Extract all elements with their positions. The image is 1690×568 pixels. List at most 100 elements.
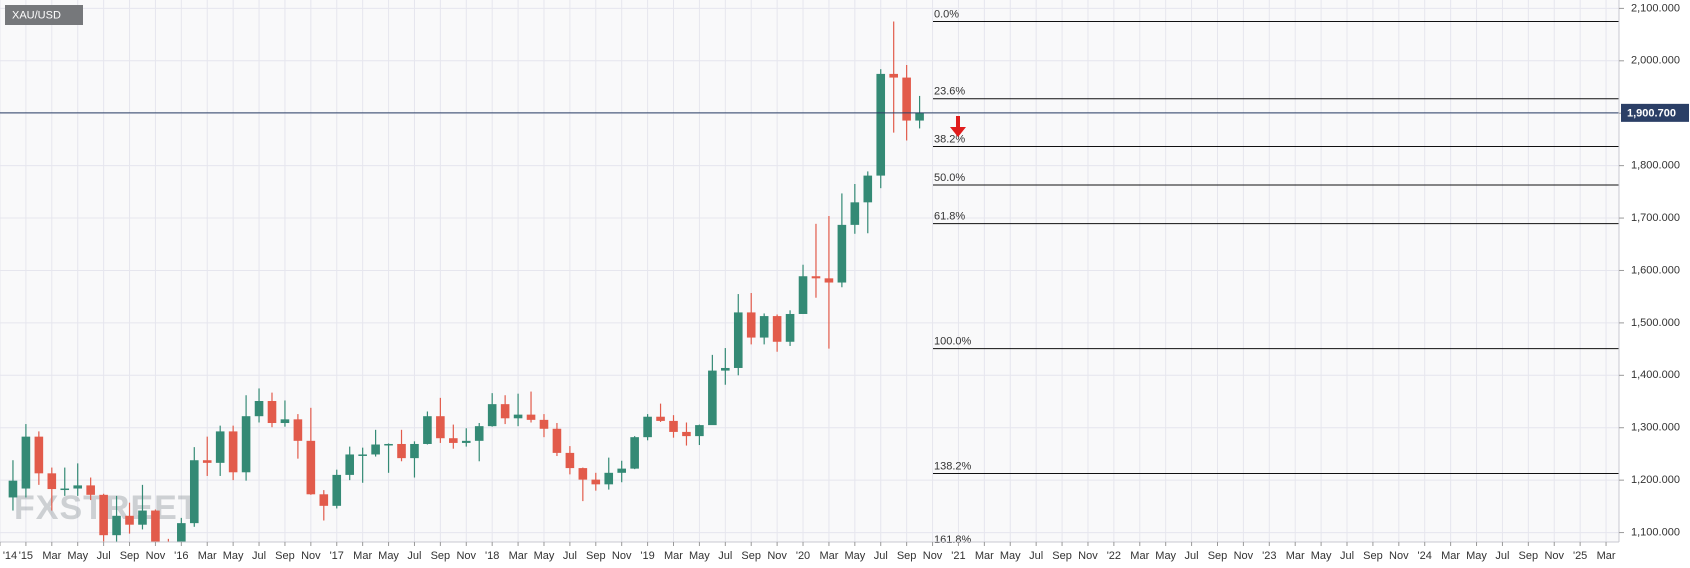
x-tick-label: May [378, 550, 399, 562]
x-tick-label: Mar [198, 550, 217, 562]
y-tick-label: 1,300.000 [1631, 422, 1680, 434]
candle-body [241, 416, 251, 473]
x-tick-label: Nov [301, 550, 321, 562]
x-tick-label: Sep [741, 550, 761, 562]
candle-body [487, 404, 497, 427]
candle-body [695, 425, 704, 437]
x-tick-label: Nov [1389, 550, 1409, 562]
fib-label: 100.0% [934, 335, 972, 347]
fib-label: 61.8% [934, 211, 965, 223]
candle-body [656, 416, 665, 421]
candle-body [811, 276, 821, 279]
y-tick-label: 1,500.000 [1631, 317, 1680, 329]
candle-body [889, 73, 898, 78]
candle-body [60, 488, 70, 491]
y-tick-label: 2,000.000 [1631, 55, 1680, 67]
x-tick-label: Nov [923, 550, 943, 562]
candle-body [526, 414, 536, 420]
fib-label: 50.0% [934, 172, 965, 184]
price-label: 1,900.700 [1627, 107, 1676, 119]
candle-body [138, 510, 147, 525]
candle-body [228, 431, 238, 473]
x-tick-label: May [1311, 550, 1332, 562]
candle-body [630, 437, 639, 469]
y-tick-label: 2,100.000 [1631, 2, 1680, 14]
x-tick-label: '23 [1262, 550, 1276, 562]
candle-body [86, 485, 95, 495]
candle-body [915, 112, 924, 121]
candle-body [733, 312, 743, 368]
overlay: 0.0% 23.6% 38.2% 50.0% 61.8% 100.0% 138.2% 161.… [0, 8, 1619, 546]
candle-body [604, 472, 614, 485]
arrow-annotation [950, 116, 966, 137]
candle-body [73, 485, 83, 489]
x-tick-label: May [1466, 550, 1487, 562]
candle-body [280, 419, 290, 424]
x-tick-label: Sep [1208, 550, 1228, 562]
x-tick-label: Mar [1286, 550, 1305, 562]
fib-label: 138.2% [934, 460, 972, 472]
candle-body [539, 419, 549, 429]
x-tick-label: Jul [874, 550, 888, 562]
candle-body [21, 436, 31, 489]
x-tick-label: May [1155, 550, 1176, 562]
plot-area [0, 0, 1619, 542]
x-tick-label: '16 [174, 550, 188, 562]
candle-body [332, 474, 342, 506]
y-tick-label: 1,600.000 [1631, 264, 1680, 276]
candle-body [202, 460, 212, 463]
candle-body [500, 404, 510, 419]
x-tick-label: May [534, 550, 555, 562]
candle-body [552, 428, 562, 453]
candle-body [474, 426, 484, 441]
candle-body [461, 440, 471, 443]
y-tick-label: 1,700.000 [1631, 212, 1680, 224]
candle-body [759, 316, 769, 338]
candle-body [643, 416, 652, 438]
candle-body [902, 77, 911, 121]
y-tick-label: 1,800.000 [1631, 160, 1680, 172]
x-tick-label: Nov [767, 550, 787, 562]
x-tick-label: Sep [1052, 550, 1072, 562]
x-tick-label: Mar [1597, 550, 1616, 562]
candle-body [785, 313, 795, 342]
candle-body [591, 479, 601, 485]
candle-body [254, 400, 264, 417]
x-tick-label: Jul [1185, 550, 1199, 562]
fib-label: 161.8% [934, 534, 972, 546]
candle-body [345, 454, 355, 475]
x-tick-label: '17 [330, 550, 344, 562]
candle-body [293, 419, 303, 441]
candle-body [112, 515, 121, 536]
candle-body [772, 316, 782, 342]
x-tick-label: Jul [1029, 550, 1043, 562]
x-tick-label: Nov [456, 550, 476, 562]
x-tick-label: '25 [1573, 550, 1587, 562]
candle-body [358, 454, 367, 456]
x-tick-label: Sep [431, 550, 451, 562]
candle-body [8, 480, 18, 498]
candle-body [824, 278, 834, 283]
y-tick-label: 1,400.000 [1631, 369, 1680, 381]
candle-body [384, 443, 393, 446]
x-tick-label: May [689, 550, 710, 562]
candle-body [721, 367, 730, 371]
x-tick-label: Sep [586, 550, 606, 562]
candle-body [513, 414, 523, 419]
candle-body [423, 416, 432, 444]
price-label-box [1621, 103, 1689, 122]
x-tick-label: Jul [407, 550, 421, 562]
candle-body [306, 440, 316, 495]
candle-body [682, 431, 691, 437]
x-tick-label: Mar [1130, 550, 1149, 562]
candle-body [436, 416, 445, 439]
candle-body [371, 444, 380, 455]
candle-body [99, 494, 108, 536]
x-tick-label: Jul [563, 550, 577, 562]
x-tick-label: Nov [1544, 550, 1564, 562]
x-tick-label: '14 [3, 550, 17, 562]
candle-body [34, 436, 44, 474]
x-tick-label: '22 [1107, 550, 1121, 562]
candle-body [565, 452, 575, 469]
